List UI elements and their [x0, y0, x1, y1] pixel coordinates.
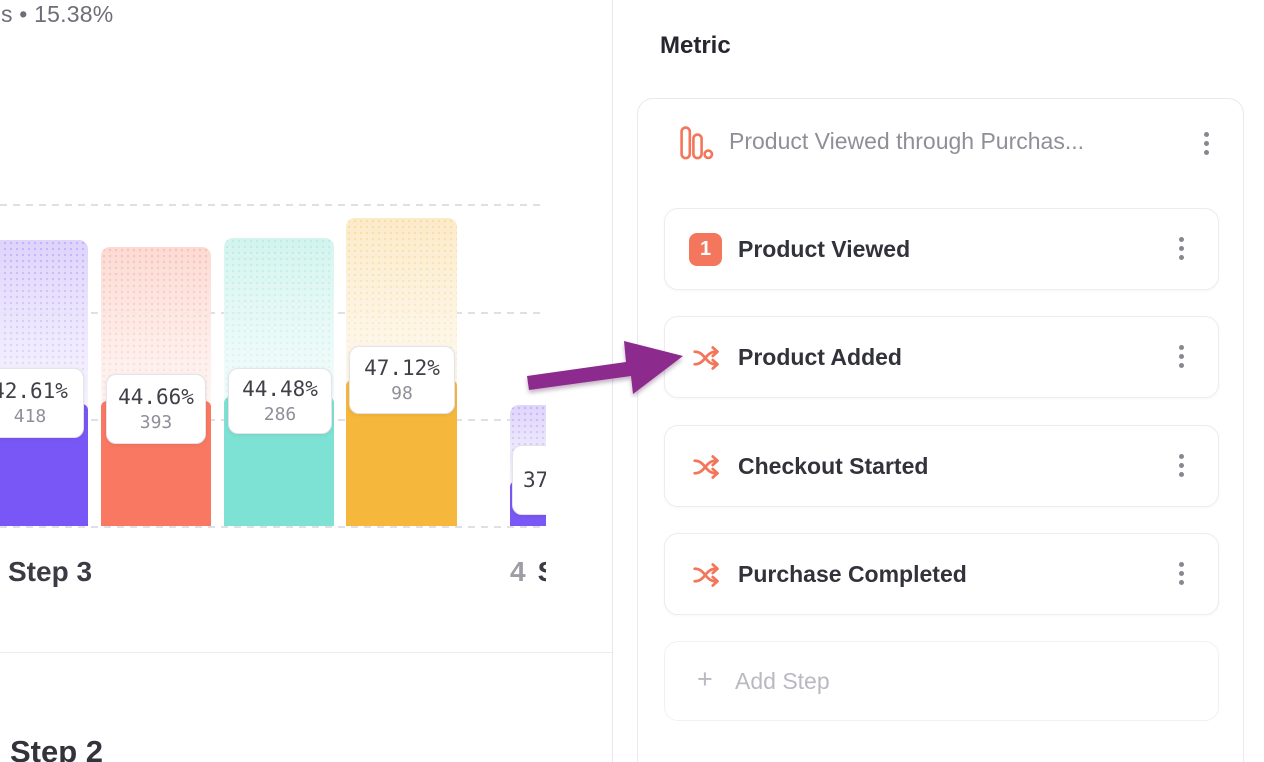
step-label: Purchase Completed — [738, 561, 967, 587]
step-label: Product Added — [738, 344, 902, 370]
funnel-step-row-3[interactable]: Checkout Started — [664, 425, 1219, 507]
conversion-percent: 44.48% — [242, 377, 318, 401]
funnel-step-row-4[interactable]: Purchase Completed — [664, 533, 1219, 615]
shuffle-icon — [692, 343, 722, 378]
shuffle-icon — [692, 560, 722, 595]
metric-card: Product Viewed through Purchas... 1 Produ… — [637, 98, 1244, 762]
axis-label-step-4: 4 Step 4 — [510, 556, 546, 588]
step-kebab-menu-icon[interactable] — [1173, 339, 1190, 374]
value-label-segment-5-next-group: 37 — [512, 445, 546, 515]
metric-title: Product Viewed through Purchas... — [729, 128, 1085, 154]
value-label-segment-1: 42.61% 418 — [0, 368, 84, 438]
value-label-segment-4: 47.12% 98 — [349, 346, 455, 414]
step-label: Product Viewed — [738, 236, 911, 262]
funnel-chart-pane: s • 15.38% 42.61% 418 44.66% 393 44.48% 286 47… — [0, 0, 612, 762]
funnel-step-row-2[interactable]: Product Added — [664, 316, 1219, 398]
chart-gridline — [0, 204, 546, 206]
plus-icon: + — [697, 664, 713, 694]
axis-label-step-4-number: 4 — [510, 556, 526, 587]
conversion-percent: 47.12% — [364, 356, 440, 380]
conversion-percent: 37 — [523, 468, 546, 492]
chart-gridline — [0, 526, 546, 528]
value-label-segment-3: 44.48% 286 — [228, 368, 332, 434]
step-kebab-menu-icon[interactable] — [1173, 556, 1190, 591]
axis-label-step-3: Step 3 — [8, 556, 93, 587]
funnel-chart-icon — [680, 126, 714, 167]
conversion-percent: 42.61% — [0, 379, 68, 403]
shuffle-icon — [692, 452, 722, 487]
step-label: Checkout Started — [738, 453, 929, 479]
conversion-count: 98 — [391, 383, 413, 404]
funnel-chart-area: s • 15.38% 42.61% 418 44.66% 393 44.48% 286 47… — [0, 0, 546, 620]
metric-header-row[interactable]: Product Viewed through Purchas... — [638, 99, 1243, 187]
step-kebab-menu-icon[interactable] — [1173, 448, 1190, 483]
value-label-segment-2: 44.66% 393 — [106, 374, 206, 444]
add-step-button[interactable]: + Add Step — [664, 641, 1219, 721]
conversion-percent: 44.66% — [118, 385, 194, 409]
conversion-count: 286 — [263, 404, 297, 425]
funnel-step-row-1[interactable]: 1 Product Viewed — [664, 208, 1219, 290]
conversion-summary-text: s • 15.38% — [1, 1, 114, 27]
section-divider — [0, 652, 612, 653]
step-kebab-menu-icon[interactable] — [1173, 231, 1190, 266]
metric-panel: Metric Product Viewed through Purchas...… — [613, 0, 1264, 762]
section-heading-step-2: Step 2 — [10, 734, 104, 762]
axis-label-step-4-text: Step 4 — [538, 556, 546, 587]
panel-title: Metric — [660, 32, 731, 59]
step-number-badge: 1 — [689, 233, 722, 266]
conversion-count: 418 — [13, 406, 47, 427]
metric-kebab-menu-icon[interactable] — [1198, 126, 1215, 161]
add-step-label: Add Step — [735, 668, 830, 694]
conversion-count: 393 — [139, 412, 173, 433]
